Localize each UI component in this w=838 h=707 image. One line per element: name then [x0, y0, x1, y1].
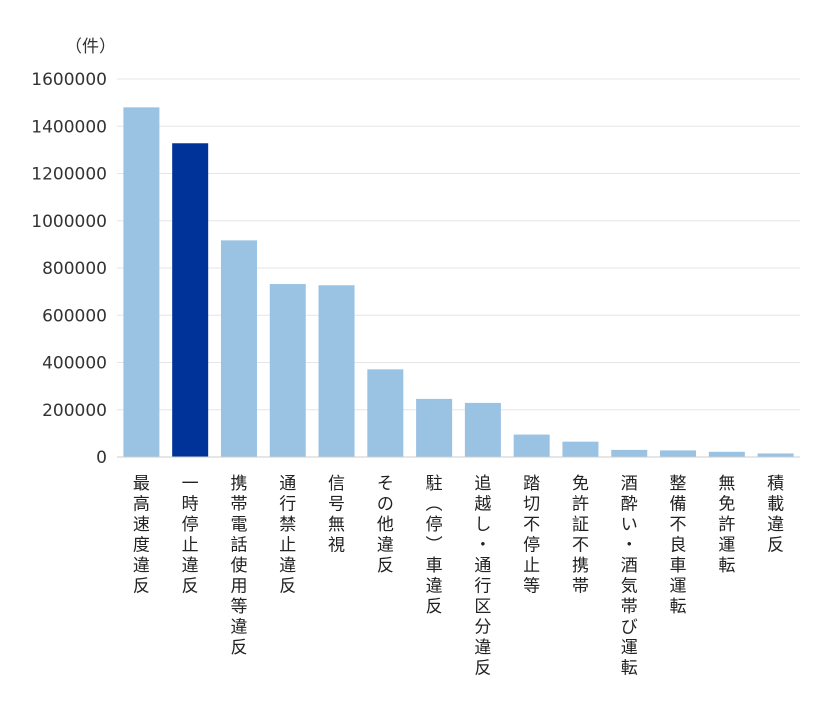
- x-category-label: 携帯電話使用等違反: [230, 474, 247, 658]
- x-category-label: 酒酔い・酒気帯び運転: [621, 474, 638, 679]
- y-tick-label: 400000: [42, 354, 107, 374]
- x-category-label: 免許証不携帯: [572, 474, 589, 597]
- y-tick-label: 0: [96, 448, 107, 468]
- y-tick-label: 1400000: [31, 117, 107, 137]
- bar: [367, 369, 404, 457]
- bar: [269, 284, 306, 457]
- category-labels: 最高速度違反 一時停止違反 携帯電話使用等違反 通行禁止違反 信号無視 その他違反 駐︵停︶…: [133, 474, 784, 679]
- x-category-label: 最高速度違反: [133, 474, 150, 597]
- bar: [562, 441, 599, 457]
- bar: [611, 449, 648, 457]
- bar: [660, 450, 697, 457]
- bar: [172, 143, 209, 457]
- x-category-label: 踏切不停止等: [523, 474, 540, 597]
- x-category-label: 追越し・通行区分違反: [474, 474, 491, 679]
- grid-lines: [117, 78, 800, 411]
- bars: [123, 107, 794, 457]
- x-category-label: 通行禁止違反: [279, 474, 296, 597]
- bar: [513, 434, 550, 457]
- x-category-label: 信号無視: [328, 474, 345, 556]
- y-tick-label: 600000: [42, 306, 107, 326]
- x-category-label: 駐︵停︶車違反: [426, 474, 443, 617]
- y-tick-label: 800000: [42, 259, 107, 279]
- bar: [220, 240, 257, 457]
- y-axis-unit-label: （件）: [65, 37, 116, 57]
- x-category-label: その他違反: [377, 474, 394, 576]
- x-category-label: 整備不良車運転: [670, 474, 687, 617]
- x-category-label: 一時停止違反: [182, 474, 199, 597]
- x-category-label: 無免許運転: [718, 474, 735, 576]
- y-tick-label: 1000000: [31, 212, 107, 232]
- y-tick-label: 200000: [42, 401, 107, 421]
- y-axis-tick-labels: 0 200000 400000 600000 800000 1000000 1200000 1…: [31, 70, 107, 468]
- bar: [757, 453, 794, 457]
- bar: [416, 398, 453, 457]
- bar: [708, 451, 745, 457]
- y-tick-label: 1600000: [31, 70, 107, 90]
- x-category-label: 積載違反: [767, 474, 784, 556]
- bar: [123, 107, 160, 457]
- bar: [318, 285, 355, 457]
- y-tick-label: 1200000: [31, 165, 107, 185]
- bar: [464, 402, 501, 457]
